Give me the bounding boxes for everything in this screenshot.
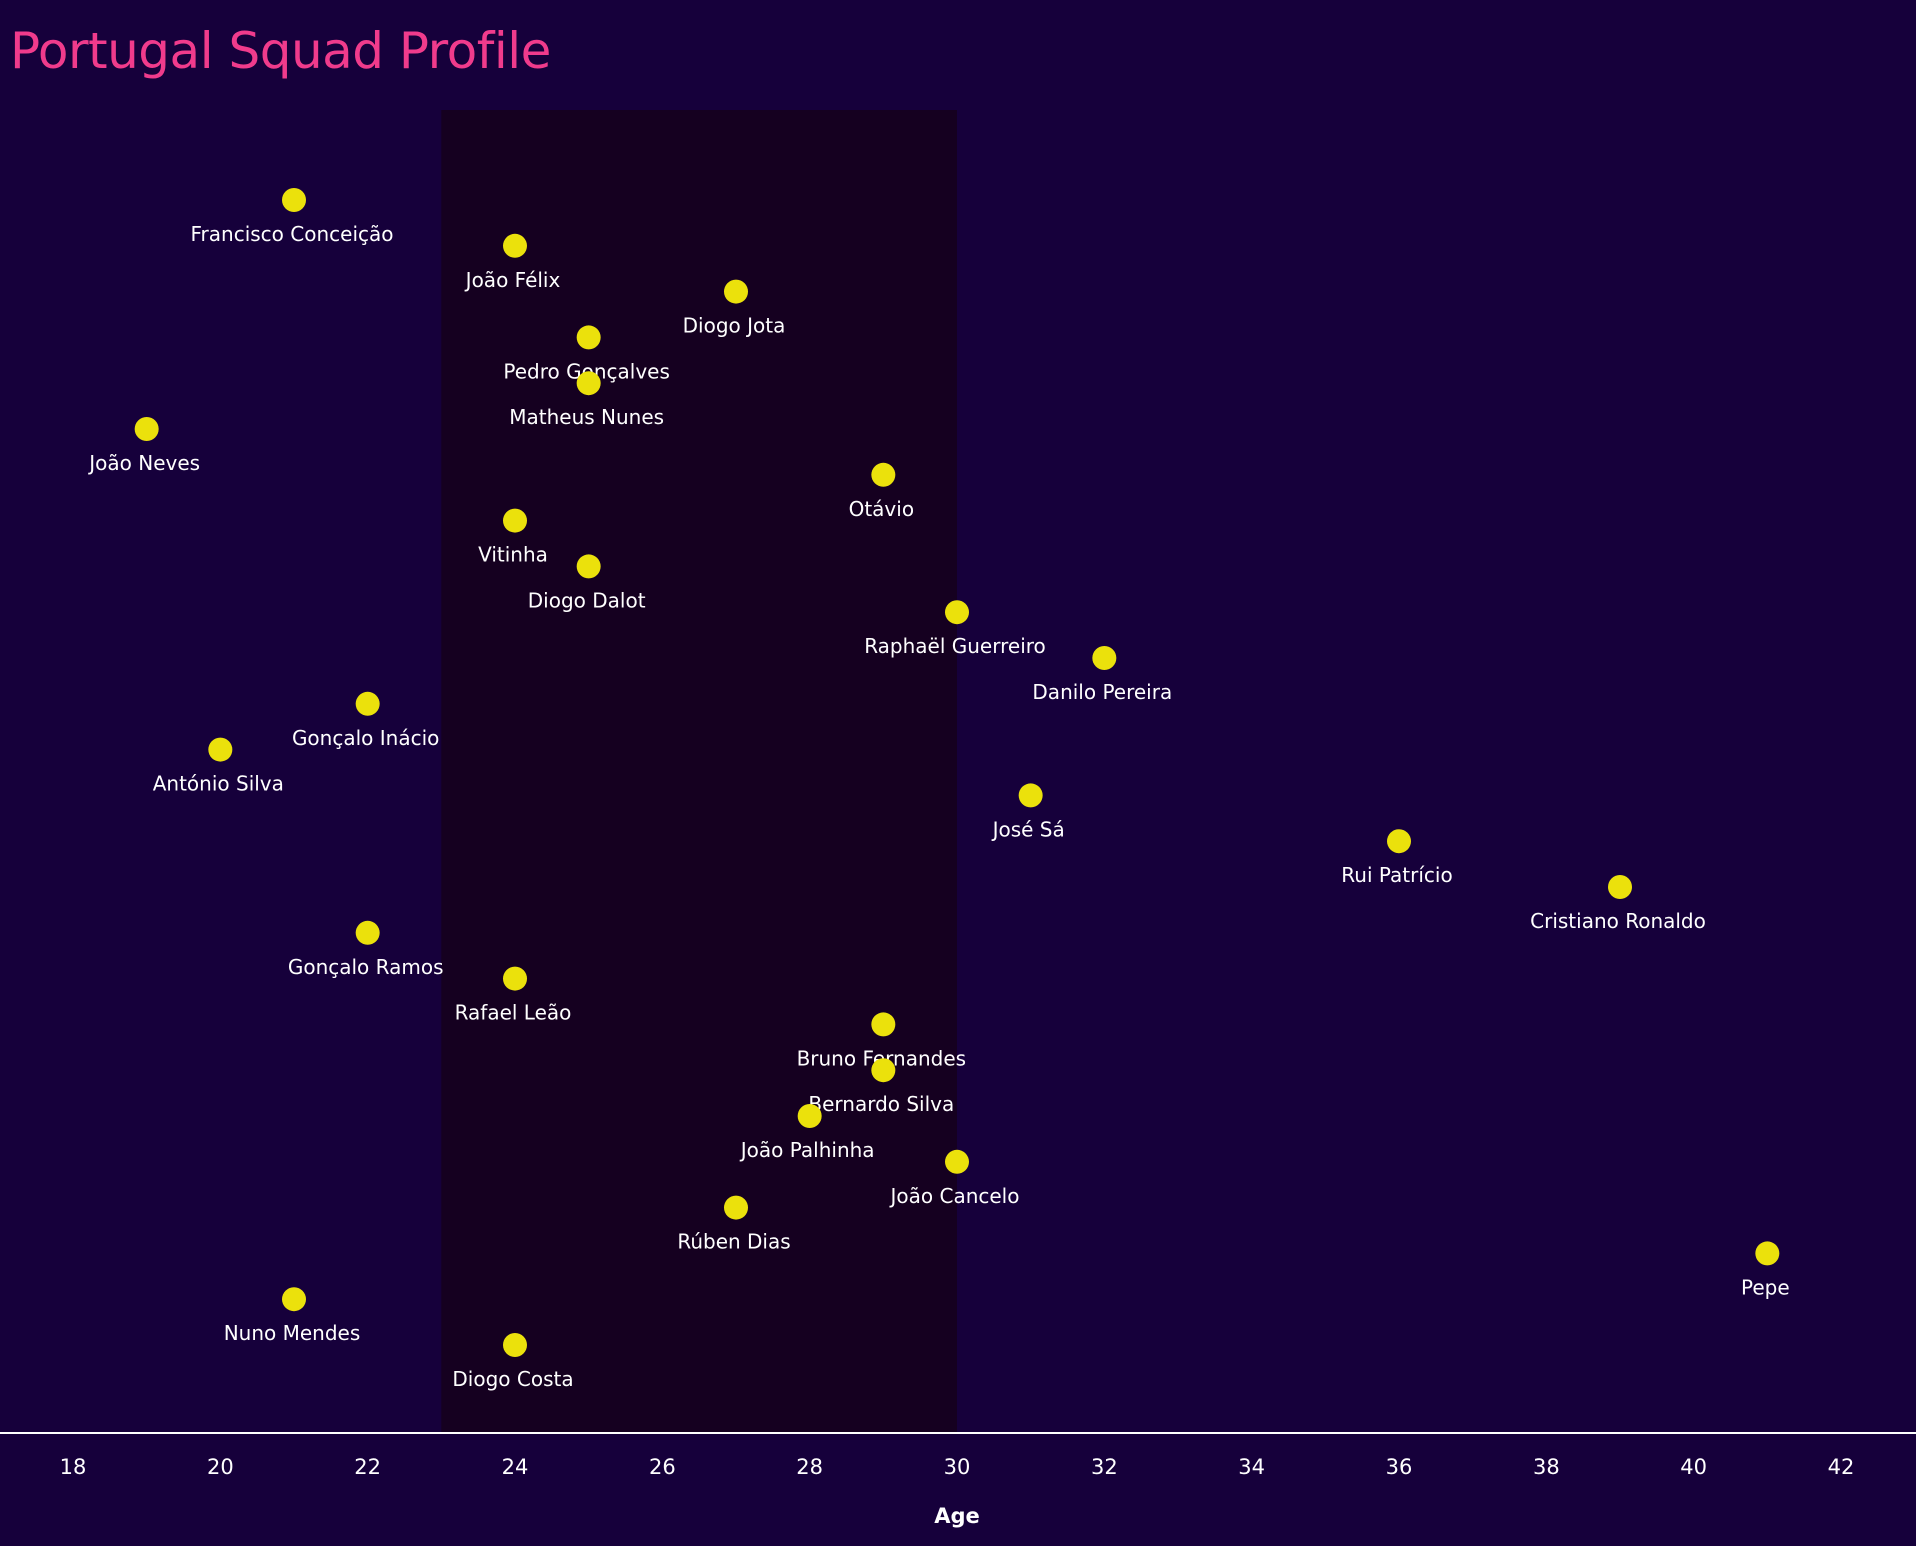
player-dot[interactable] xyxy=(355,691,380,716)
player-label: Cristiano Ronaldo xyxy=(1530,909,1706,933)
player-dot[interactable] xyxy=(871,462,896,487)
player-point[interactable]: João Neves xyxy=(87,417,200,475)
player-point[interactable]: João Félix xyxy=(464,233,561,292)
x-tick-label: 20 xyxy=(207,1455,234,1479)
player-label: João Neves xyxy=(87,451,200,475)
player-label: Vitinha xyxy=(478,543,548,567)
player-label: Gonçalo Ramos xyxy=(288,955,444,979)
x-tick-label: 42 xyxy=(1828,1455,1855,1479)
x-tick-label: 32 xyxy=(1091,1455,1118,1479)
x-tick-label: 40 xyxy=(1680,1455,1707,1479)
player-point[interactable]: Gonçalo Ramos xyxy=(288,920,444,979)
player-point[interactable]: Diogo Costa xyxy=(452,1333,574,1391)
player-label: Matheus Nunes xyxy=(509,405,664,429)
player-label: Diogo Jota xyxy=(683,314,786,338)
player-dot[interactable] xyxy=(1018,783,1043,808)
player-label: António Silva xyxy=(153,772,284,796)
player-label: Diogo Dalot xyxy=(528,588,646,612)
player-dot[interactable] xyxy=(871,1058,896,1083)
player-point[interactable]: Nuno Mendes xyxy=(224,1287,361,1345)
player-point[interactable]: João Palhinha xyxy=(739,1104,875,1162)
player-point[interactable]: Danilo Pereira xyxy=(1032,646,1172,704)
player-point[interactable]: Rúben Dias xyxy=(677,1195,791,1254)
player-label: Pepe xyxy=(1741,1275,1790,1299)
player-label: José Sá xyxy=(991,817,1065,841)
player-dot[interactable] xyxy=(797,1104,822,1128)
player-dot[interactable] xyxy=(1755,1241,1780,1266)
x-tick-label: 24 xyxy=(502,1455,529,1479)
player-label: João Félix xyxy=(464,268,561,292)
player-point[interactable]: João Cancelo xyxy=(889,1149,1020,1208)
x-axis-ticks: 18 20 22 24 26 28 30 32 34 36 38 40 42 xyxy=(60,1455,1855,1479)
x-tick-label: 38 xyxy=(1533,1455,1560,1479)
player-dot[interactable] xyxy=(871,1012,896,1037)
player-dot[interactable] xyxy=(576,325,601,350)
player-point[interactable]: Cristiano Ronaldo xyxy=(1530,875,1706,933)
player-dot[interactable] xyxy=(724,279,748,304)
player-label: Rafael Leão xyxy=(455,1001,572,1025)
x-tick-label: 36 xyxy=(1386,1455,1413,1479)
player-point[interactable]: José Sá xyxy=(991,783,1065,841)
age-highlight-band xyxy=(441,110,957,1433)
x-axis-label: Age xyxy=(934,1504,980,1528)
player-point[interactable]: Pepe xyxy=(1741,1241,1790,1299)
player-point[interactable]: Gonçalo Inácio xyxy=(292,691,439,750)
player-label: Gonçalo Inácio xyxy=(292,726,439,750)
player-dot[interactable] xyxy=(1092,646,1117,670)
player-dot[interactable] xyxy=(576,554,601,579)
player-label: Nuno Mendes xyxy=(224,1321,361,1345)
player-point[interactable]: Bernardo Silva xyxy=(808,1058,954,1116)
player-point[interactable]: Diogo Dalot xyxy=(528,554,646,612)
player-point[interactable]: António Silva xyxy=(153,737,284,796)
x-tick-label: 22 xyxy=(354,1455,381,1479)
player-dot[interactable] xyxy=(576,371,601,396)
player-dot[interactable] xyxy=(503,1333,527,1357)
player-dot[interactable] xyxy=(208,737,233,762)
player-label: Otávio xyxy=(849,497,914,521)
player-point[interactable]: Otávio xyxy=(849,462,914,521)
player-point[interactable]: Rafael Leão xyxy=(455,966,572,1025)
player-label: Diogo Costa xyxy=(452,1367,573,1391)
points-layer: Francisco Conceição João Félix Diogo Jota P… xyxy=(87,188,1790,1391)
player-dot[interactable] xyxy=(503,508,527,533)
player-dot[interactable] xyxy=(134,417,159,441)
player-dot[interactable] xyxy=(945,600,969,625)
player-dot[interactable] xyxy=(503,233,527,258)
player-point[interactable]: Matheus Nunes xyxy=(509,371,664,429)
player-dot[interactable] xyxy=(1387,829,1411,854)
player-point[interactable]: Rui Patrício xyxy=(1341,829,1453,887)
player-point[interactable]: Francisco Conceição xyxy=(191,188,394,246)
player-dot[interactable] xyxy=(724,1195,748,1220)
player-dot[interactable] xyxy=(355,920,380,945)
x-tick-label: 30 xyxy=(944,1455,971,1479)
player-label: Bernardo Silva xyxy=(808,1092,954,1116)
x-tick-label: 28 xyxy=(796,1455,823,1479)
chart-title: Portugal Squad Profile xyxy=(10,22,551,80)
x-tick-label: 26 xyxy=(649,1455,676,1479)
player-point[interactable]: Diogo Jota xyxy=(683,279,786,338)
player-dot[interactable] xyxy=(282,188,306,212)
player-label: Francisco Conceição xyxy=(191,222,394,246)
x-tick-label: 34 xyxy=(1238,1455,1265,1479)
player-dot[interactable] xyxy=(1608,875,1632,899)
player-point[interactable]: Raphaël Guerreiro xyxy=(864,600,1046,658)
player-label: João Palhinha xyxy=(739,1138,875,1162)
player-dot[interactable] xyxy=(282,1287,306,1312)
player-point[interactable]: Vitinha xyxy=(478,508,548,567)
player-label: Rui Patrício xyxy=(1341,863,1452,887)
x-tick-label: 18 xyxy=(60,1455,87,1479)
player-label: João Cancelo xyxy=(889,1184,1020,1208)
player-label: Raphaël Guerreiro xyxy=(864,634,1046,658)
player-dot[interactable] xyxy=(945,1149,969,1174)
player-label: Danilo Pereira xyxy=(1032,680,1172,704)
player-label: Rúben Dias xyxy=(677,1230,790,1254)
player-dot[interactable] xyxy=(503,966,527,991)
